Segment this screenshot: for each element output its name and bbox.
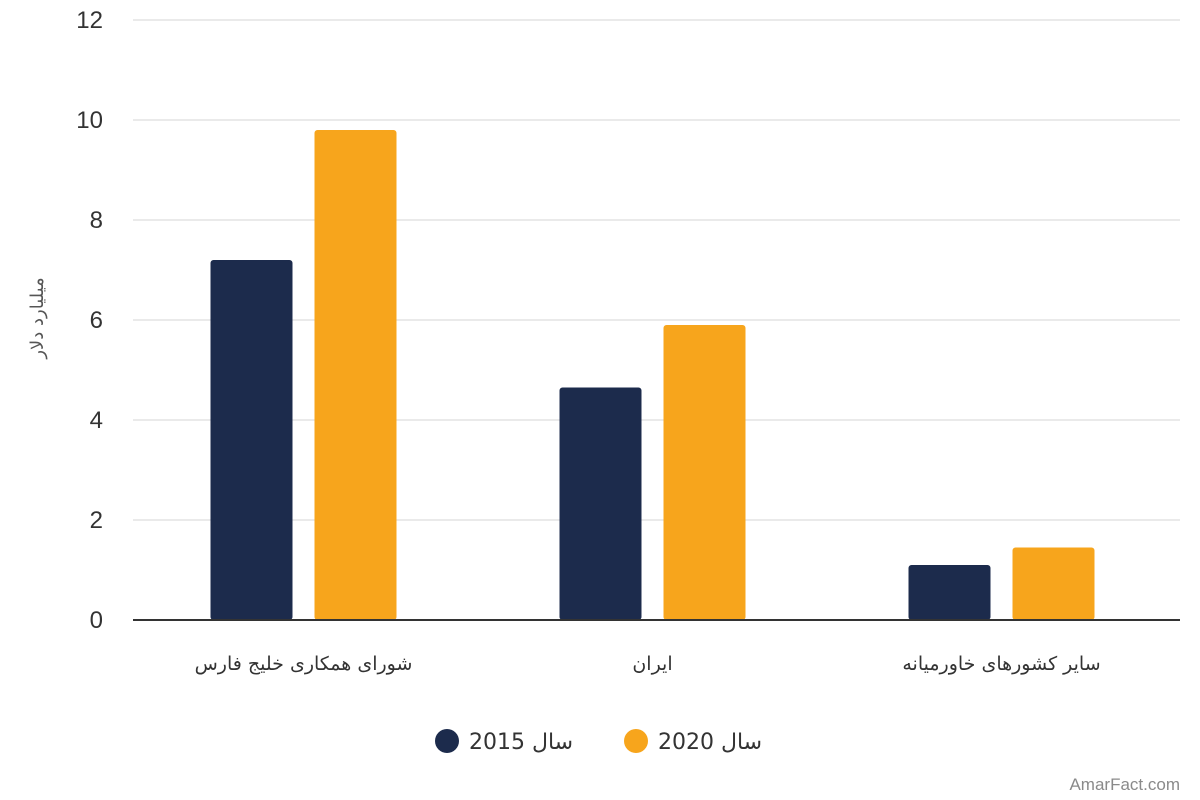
y-axis-label: میلیارد دلار bbox=[27, 277, 48, 359]
y-tick-label: 10 bbox=[76, 107, 103, 134]
legend-label-1: 2015 سال bbox=[469, 730, 573, 755]
gridlines bbox=[133, 19, 1180, 521]
y-tick-label: 0 bbox=[90, 607, 103, 634]
watermark: AmarFact.com bbox=[1069, 775, 1180, 794]
bar-1-3 bbox=[908, 565, 991, 620]
legend-label-2: 2020 سال bbox=[658, 730, 762, 755]
legend-swatch-1 bbox=[435, 729, 459, 753]
bar-2-2 bbox=[663, 325, 746, 620]
y-tick-label: 2 bbox=[90, 507, 103, 534]
y-tick-label: 8 bbox=[90, 207, 103, 234]
x-category-label: سایر کشورهای خاورمیانه bbox=[902, 653, 1100, 675]
y-tick-label: 6 bbox=[90, 307, 103, 334]
legend-swatch-2 bbox=[624, 729, 648, 753]
bar-1-2 bbox=[559, 387, 642, 620]
bar-1-1 bbox=[210, 260, 293, 620]
y-tick-label: 4 bbox=[90, 407, 103, 434]
legend: 2015 سال 2020 سال bbox=[435, 729, 762, 755]
bar-2-1 bbox=[314, 130, 397, 620]
x-category-label: ایران bbox=[632, 653, 672, 675]
x-axis-labels: شورای همکاری خلیج فارس ایران سایر کشورهای … bbox=[195, 653, 1101, 675]
bar-2-3 bbox=[1012, 547, 1095, 620]
y-axis-ticks: 0 2 4 6 8 10 12 bbox=[76, 7, 103, 634]
bars bbox=[210, 130, 1095, 620]
x-category-label: شورای همکاری خلیج فارس bbox=[195, 653, 413, 675]
y-tick-label: 12 bbox=[76, 7, 103, 34]
